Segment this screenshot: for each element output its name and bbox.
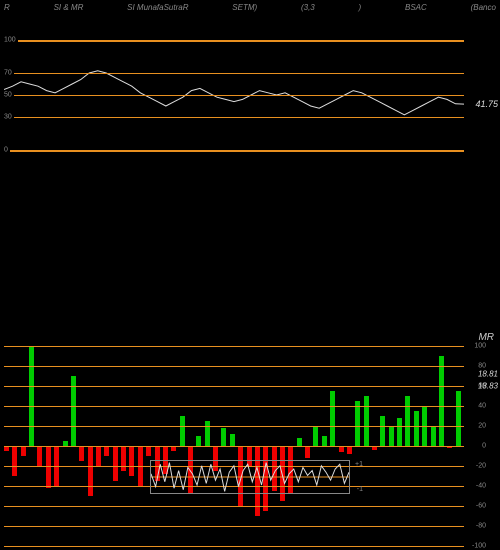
bar bbox=[230, 434, 235, 446]
bar bbox=[88, 446, 93, 496]
grid-line bbox=[4, 526, 464, 527]
bar bbox=[37, 446, 42, 466]
axis-label: -60 bbox=[476, 503, 486, 510]
grid-line bbox=[4, 73, 464, 74]
bar bbox=[389, 426, 394, 446]
bar bbox=[180, 416, 185, 446]
grid-line bbox=[4, 40, 464, 42]
grid-line bbox=[4, 150, 464, 152]
hdr-6: BSAC bbox=[405, 3, 427, 12]
axis-label: 50 bbox=[2, 92, 14, 99]
axis-label: -20 bbox=[476, 463, 486, 470]
grid-line bbox=[4, 446, 464, 447]
axis-label: -40 bbox=[476, 483, 486, 490]
bar bbox=[129, 446, 134, 476]
bar bbox=[414, 411, 419, 446]
grid-line bbox=[4, 506, 464, 507]
bar bbox=[364, 396, 369, 446]
rsi-panel: 030507010041.75 bbox=[4, 40, 464, 150]
grid-line bbox=[4, 346, 464, 347]
mini-oscillator: +1 -1 bbox=[150, 460, 350, 494]
axis-label: -80 bbox=[476, 523, 486, 530]
mini-bot-label: -1 bbox=[357, 486, 363, 493]
bar bbox=[355, 401, 360, 446]
hdr-1: SI & MR bbox=[54, 3, 84, 12]
bar bbox=[305, 446, 310, 458]
hdr-4: (3,3 bbox=[301, 3, 315, 12]
bar bbox=[313, 426, 318, 446]
axis-label: 100 bbox=[2, 37, 18, 44]
axis-label: 0 bbox=[2, 147, 10, 154]
bar bbox=[297, 438, 302, 446]
axis-label: 40 bbox=[478, 403, 486, 410]
bar bbox=[322, 436, 327, 446]
bar bbox=[196, 436, 201, 446]
bar bbox=[397, 418, 402, 446]
hdr-3: SETM) bbox=[232, 3, 257, 12]
hdr-5: ) bbox=[359, 3, 362, 12]
bar bbox=[456, 391, 461, 446]
value-label: 18.83 bbox=[478, 382, 498, 391]
bar bbox=[431, 426, 436, 446]
hdr-2: SI MunafaSutraR bbox=[127, 3, 188, 12]
value-label: 18.81 bbox=[478, 370, 498, 379]
bar bbox=[405, 396, 410, 446]
current-value: 41.75 bbox=[475, 99, 498, 109]
header: R SI & MR SI MunafaSutraR SETM) (3,3 ) B… bbox=[0, 0, 500, 14]
mini-line bbox=[151, 461, 349, 493]
axis-label: -100 bbox=[472, 543, 486, 550]
axis-label: 70 bbox=[2, 70, 14, 77]
bar bbox=[104, 446, 109, 456]
axis-label: 20 bbox=[478, 423, 486, 430]
grid-line bbox=[4, 546, 464, 547]
bar bbox=[347, 446, 352, 454]
axis-label: 30 bbox=[2, 114, 14, 121]
mini-top-label: +1 bbox=[355, 461, 363, 468]
bar bbox=[121, 446, 126, 471]
bar bbox=[146, 446, 151, 456]
grid-line bbox=[4, 366, 464, 367]
bar bbox=[79, 446, 84, 461]
bar bbox=[21, 446, 26, 456]
grid-line bbox=[4, 386, 464, 387]
bar bbox=[96, 446, 101, 466]
bar bbox=[12, 446, 17, 476]
bar bbox=[380, 416, 385, 446]
axis-label: 100 bbox=[474, 343, 486, 350]
bar bbox=[330, 391, 335, 446]
grid-line bbox=[4, 117, 464, 118]
hdr-0: R bbox=[4, 3, 10, 12]
grid-line bbox=[4, 95, 464, 96]
axis-label: 80 bbox=[478, 363, 486, 370]
bar bbox=[439, 356, 444, 446]
bar bbox=[221, 428, 226, 446]
grid-line bbox=[4, 406, 464, 407]
axis-label: 0 bbox=[482, 443, 486, 450]
grid-line bbox=[4, 426, 464, 427]
bar bbox=[46, 446, 51, 488]
hdr-7: (Banco bbox=[471, 3, 496, 12]
mr-bar-panel: MR -100-80-60-40-2002040608010018.8118.8… bbox=[4, 346, 464, 546]
bar bbox=[29, 346, 34, 446]
bar bbox=[113, 446, 118, 481]
mr-title: MR bbox=[478, 332, 494, 343]
bar bbox=[205, 421, 210, 446]
